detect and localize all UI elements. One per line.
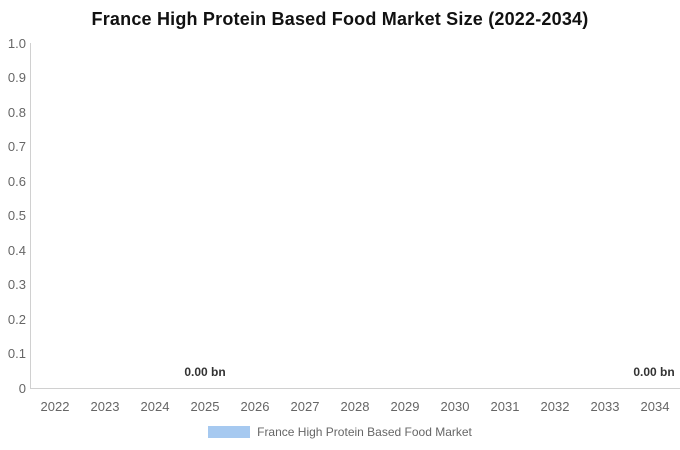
x-axis-tick-label: 2031 <box>490 399 520 414</box>
x-axis-tick-label: 2024 <box>140 399 170 414</box>
y-axis-line <box>30 43 31 389</box>
legend-label: France High Protein Based Food Market <box>257 425 472 439</box>
y-axis-tick-label: 1.0 <box>7 35 26 51</box>
x-axis-tick-label: 2030 <box>440 399 470 414</box>
x-axis-tick-label: 2027 <box>290 399 320 414</box>
legend-swatch <box>208 426 251 438</box>
x-axis-tick-label: 2029 <box>390 399 420 414</box>
bar-value-label: 0.00 bn <box>184 365 226 379</box>
x-axis-tick-label: 2032 <box>540 399 570 414</box>
x-axis-tick-label: 2026 <box>240 399 270 414</box>
chart-title: France High Protein Based Food Market Si… <box>91 9 589 29</box>
y-axis-tick-label: 0.3 <box>7 277 26 293</box>
x-axis-tick-label: 2025 <box>190 399 220 414</box>
y-axis-tick-label: 0.5 <box>7 208 26 224</box>
x-axis-line <box>30 388 680 389</box>
x-axis-tick-label: 2028 <box>340 399 370 414</box>
y-axis-tick-label: 0.7 <box>7 139 26 155</box>
y-axis-tick-label: 0.1 <box>7 346 26 362</box>
y-axis-tick-label: 0.8 <box>7 104 26 120</box>
x-axis-tick-label: 2023 <box>90 399 120 414</box>
y-axis-tick-label: 0.6 <box>7 173 26 189</box>
y-axis-tick-label: 0.2 <box>7 311 26 327</box>
y-axis-tick-label: 0.4 <box>7 242 26 258</box>
bar-value-label: 0.00 bn <box>633 365 675 379</box>
x-axis-tick-label: 2033 <box>590 399 620 414</box>
legend-item[interactable]: France High Protein Based Food Market <box>0 425 680 439</box>
x-axis-tick-label: 2034 <box>640 399 670 414</box>
y-axis-tick-label: 0.9 <box>7 70 26 86</box>
y-axis-tick-label: 0 <box>18 381 26 396</box>
x-axis-tick-label: 2022 <box>40 399 70 414</box>
